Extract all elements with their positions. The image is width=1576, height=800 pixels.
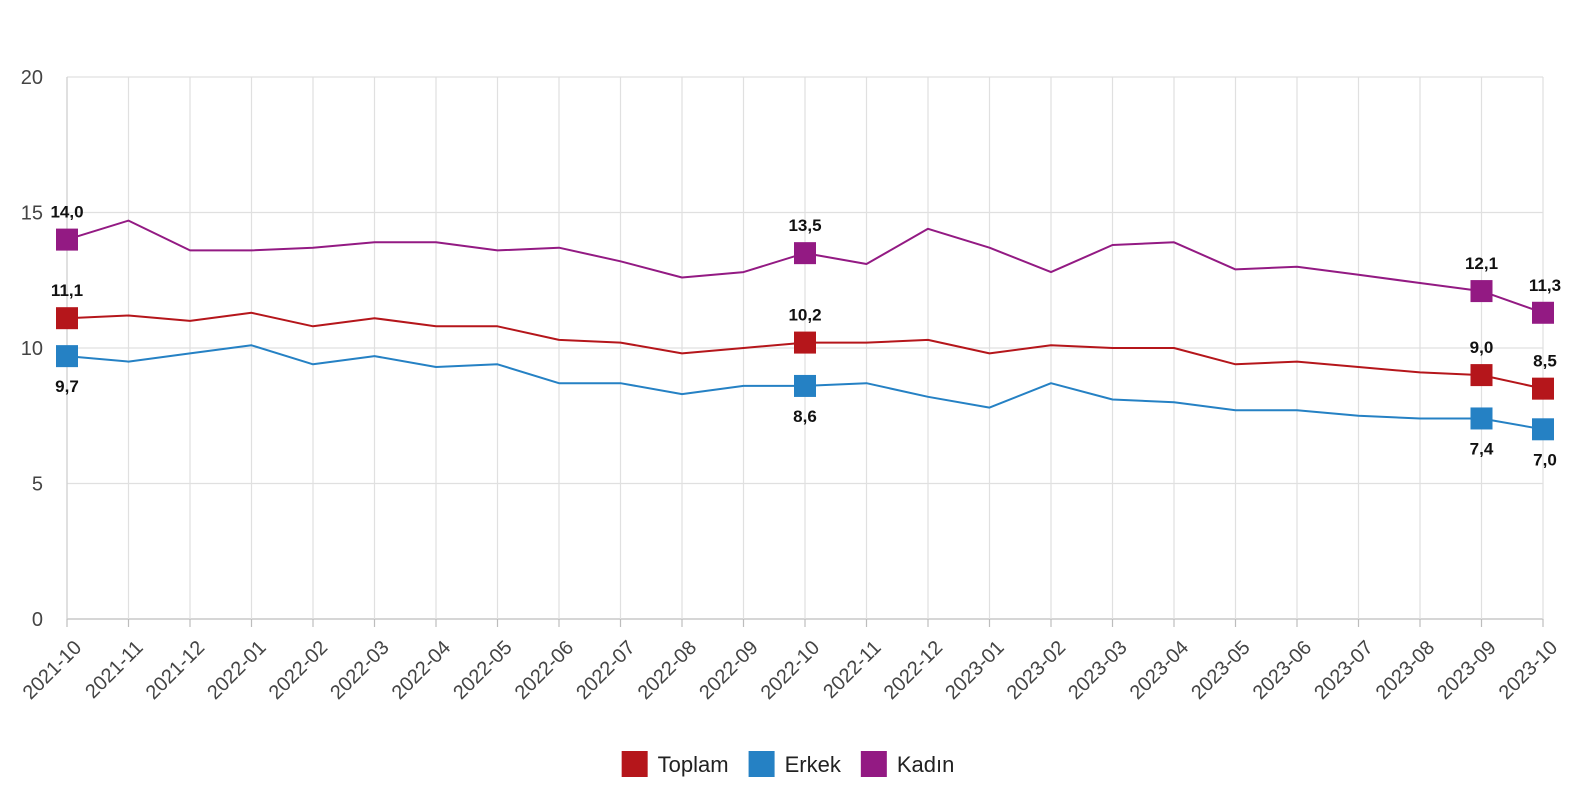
y-tick-label: 15: [21, 203, 43, 225]
x-tick-label: 2022-04: [388, 637, 455, 704]
legend-label-toplam[interactable]: Toplam: [658, 752, 729, 777]
x-tick-label: 2022-07: [572, 637, 639, 704]
x-tick-label: 2023-09: [1433, 637, 1500, 704]
x-tick-label: 2022-06: [511, 637, 578, 704]
data-label-erkek: 9,7: [55, 377, 79, 396]
x-tick-label: 2023-08: [1372, 637, 1439, 704]
data-label-erkek: 7,4: [1470, 439, 1494, 458]
series-markers: [56, 228, 1554, 441]
data-point-marker-erkek: [794, 374, 816, 397]
y-tick-label: 10: [21, 338, 43, 360]
x-tick-label: 2023-01: [941, 637, 1008, 704]
data-point-marker-erkek: [1532, 418, 1554, 441]
x-tick-label: 2023-07: [1310, 637, 1377, 704]
x-tick-label: 2023-02: [1003, 637, 1070, 704]
x-tick-label: 2022-08: [634, 637, 701, 704]
x-tick-label: 2022-11: [819, 637, 885, 703]
x-tick-label: 2022-02: [265, 637, 332, 704]
x-tick-label: 2021-12: [142, 637, 209, 704]
legend-label-erkek[interactable]: Erkek: [785, 752, 842, 777]
legend-swatch-erkek[interactable]: [748, 751, 775, 777]
data-point-marker-toplam: [56, 307, 78, 330]
x-tick-label: 2022-09: [695, 637, 762, 704]
y-tick-label: 20: [21, 67, 43, 89]
data-label-erkek: 7,0: [1533, 450, 1557, 469]
x-tick-label: 2021-11: [81, 637, 147, 703]
data-point-marker-erkek: [1470, 407, 1493, 430]
data-label-erkek: 8,6: [793, 407, 817, 426]
data-point-marker-kadin: [56, 228, 78, 251]
data-label-kadin: 12,1: [1465, 254, 1498, 273]
data-point-marker-toplam: [794, 331, 816, 354]
x-tick-label: 2021-10: [19, 637, 86, 704]
x-tick-label: 2022-12: [880, 637, 947, 704]
data-point-marker-kadin: [1532, 301, 1554, 324]
x-tick-label: 2022-03: [326, 637, 393, 704]
x-tick-label: 2023-04: [1126, 637, 1193, 704]
x-tick-label: 2023-06: [1249, 637, 1316, 704]
data-point-marker-erkek: [56, 345, 78, 368]
y-tick-label: 0: [32, 609, 43, 631]
legend-swatch-kadin[interactable]: [860, 751, 887, 777]
data-point-marker-toplam: [1532, 377, 1554, 400]
data-point-marker-kadin: [794, 242, 816, 265]
legend-swatch-toplam[interactable]: [621, 751, 648, 777]
data-label-toplam: 9,0: [1470, 338, 1494, 357]
data-labels: 11,1 10,2 9,0 8,5 9,7 8,6 7,4 7,0 14,0 13,5 12,1 11…: [50, 203, 1561, 470]
data-label-kadin: 11,3: [1529, 276, 1561, 295]
data-point-marker-toplam: [1470, 364, 1493, 387]
y-tick-label: 5: [32, 474, 43, 496]
x-tick-label: 2023-03: [1064, 637, 1131, 704]
data-label-kadin: 13,5: [788, 216, 821, 235]
x-tick-label: 2023-05: [1187, 637, 1254, 704]
x-tick-label: 2023-10: [1495, 637, 1562, 704]
data-label-toplam: 8,5: [1533, 352, 1557, 371]
x-tick-label: 2022-10: [757, 637, 824, 704]
x-tick-label: 2022-05: [449, 637, 516, 704]
x-tick-label: 2022-01: [203, 637, 270, 704]
legend-label-kadin[interactable]: Kadın: [897, 752, 955, 777]
data-label-kadin: 14,0: [50, 203, 83, 222]
data-label-toplam: 10,2: [788, 306, 821, 325]
legend: Toplam Erkek Kadın: [621, 751, 955, 777]
data-label-toplam: 11,1: [51, 281, 83, 300]
data-point-marker-kadin: [1470, 280, 1493, 303]
